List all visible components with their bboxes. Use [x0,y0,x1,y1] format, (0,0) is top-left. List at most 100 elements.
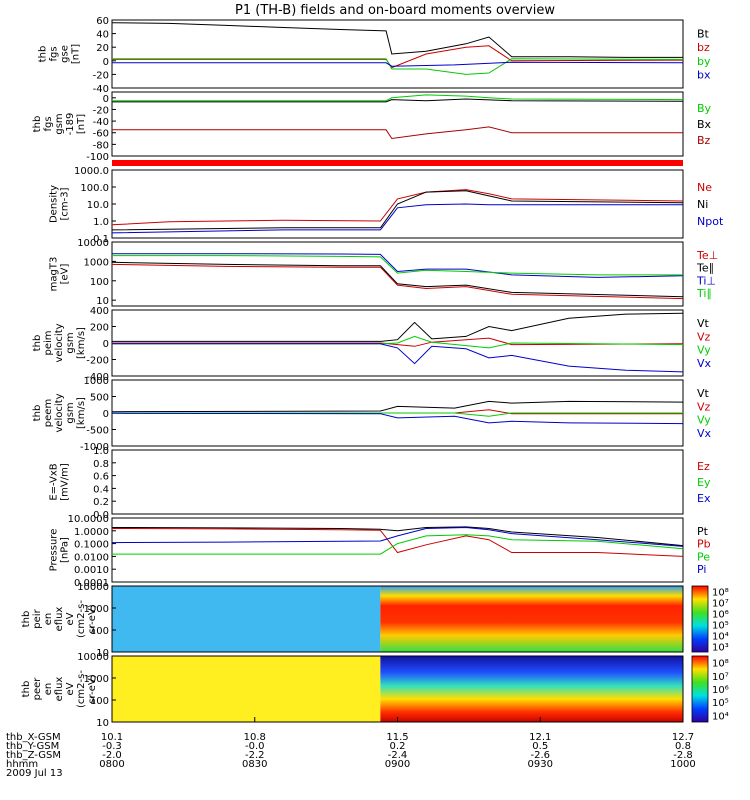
series-line-mag_temp [111,261,684,298]
panel-frame [111,19,684,89]
colorbar-label: 10⁷ [712,599,729,610]
series-line-density [111,203,683,234]
y-axis-label: Pressure [49,529,60,572]
y-tick-label: 1000 [84,604,109,615]
y-axis-label: velocity [54,323,65,362]
panel-density: 0.1 1.0 10.0 100.0 1000.0 Density [cm-3] Ne Ni Np… [49,166,724,245]
y-tick-label: 0.0010 [74,565,109,576]
heatmap-active-region [380,656,683,722]
x-tick-label: 0800 [99,759,124,770]
y-axis-label: gsm [65,402,76,423]
y-axis-label: thb [32,335,43,352]
y-axis-label: [nPa] [60,537,71,563]
x-tick-label: -0.0 [245,741,265,752]
y-axis-label: peem [43,399,54,427]
y-axis-label: fgs [49,46,60,61]
y-tick-label: 10.0 [87,200,109,211]
panel-fgs_gsm: -100-80-60-40-200 thb fgs gsm -189 [nT] By Bx Bz [32,91,712,163]
x-tick-label: 12.7 [672,732,694,743]
legend-entry: Bt [697,28,710,41]
series-line-pressure [112,534,684,555]
colorbar-label: 10⁸ [712,659,729,670]
y-tick-label: 0.0100 [74,552,109,563]
panel-peer_spec: 10⁴ 10⁵ 10⁶ 10⁷ 10⁸ 10 100 1000 10000 thb peer en ef… [21,652,729,729]
y-axis-label: (cm2-s- [76,670,87,708]
y-tick-label: 1.0 [93,217,109,228]
y-axis-label: sr-eV) [87,674,98,703]
legend-entry: by [697,55,711,68]
legend-entry: Vx [697,357,712,370]
y-axis-label: eflux [54,677,65,702]
x-tick-label: 10.8 [244,732,266,743]
y-axis-label: gsm [54,113,65,134]
y-tick-label: 1000 [84,376,109,387]
y-axis-label: peer [32,677,43,701]
y-tick-label: -100 [86,152,109,163]
y-axis-label: (cm2-s- [76,600,87,638]
heatmap-quiet-region [112,656,381,722]
y-axis-label: eflux [54,607,65,632]
x-tick-label: -2.6 [530,750,550,761]
y-tick-label: 100 [90,696,109,707]
y-axis-label: magT3 [49,257,60,292]
y-tick-label: -40 [93,84,109,95]
y-tick-label: 400 [90,306,109,317]
panel-peem_vel: -1000 -500 0 500 1000 thb peem velocity gsm [km/s… [32,376,712,453]
series-line-peim_vel [112,312,684,342]
series-line-fgs_gsm [112,98,684,103]
y-axis-label: en [43,613,54,626]
y-axis-label: eV [65,682,76,695]
x-tick-label: -2.4 [388,750,408,761]
y-tick-label: 1.0 [93,446,109,457]
colorbar [691,655,709,723]
x-axis-row-label: thb_X-GSM [6,732,61,743]
y-tick-label: 100 [90,277,109,288]
series-line-pressure [111,526,684,547]
colorbar-label: 10⁶ [712,685,729,696]
legend-entry: Vz [697,330,711,343]
y-axis-label: [nT] [76,114,87,134]
y-tick-label: 0.6 [93,472,109,483]
y-axis-label: thb [38,46,49,63]
y-tick-label: 10000 [77,238,109,249]
y-tick-label: -200 [86,356,109,367]
y-tick-label: -40 [93,117,109,128]
y-tick-label: 20 [96,43,109,54]
y-axis-label: -189 [65,113,76,136]
y-tick-label: 1000 [84,257,109,268]
colorbar-label: 10⁴ [712,711,729,722]
y-tick-label: 0.4 [93,484,109,495]
legend-entry: Te∥ [696,262,714,275]
y-tick-label: 100 [90,626,109,637]
legend-entry: Pt [697,525,709,538]
colorbar-label: 10³ [712,643,729,654]
y-tick-label: -80 [93,140,109,151]
y-axis-label: [km/s] [76,327,87,359]
legend-entry: By [697,102,712,115]
chart-title: P1 (TH-B) fields and on-board moments ov… [235,3,555,18]
x-tick-label: 0930 [528,759,553,770]
y-tick-label: -60 [93,129,109,140]
y-tick-label: 10 [96,718,109,729]
y-tick-label: 0.0 [93,510,109,521]
red-status-bar [112,160,683,166]
legend-entry: bx [697,68,711,81]
y-axis-label: [km/s] [76,397,87,429]
y-tick-label: 1.0000 [74,527,109,538]
panel-frame [111,91,684,157]
x-axis-row-label: thb_Y-GSM [6,741,59,752]
y-tick-label: 1000.0 [74,166,109,177]
legend-entry: Ti∥ [696,287,712,300]
x-tick-label: -2.8 [673,750,693,761]
series-line-fgs_gse [112,61,684,67]
y-tick-label: -20 [93,70,109,81]
y-axis-label: thb [32,116,43,133]
series-line-pressure [111,528,684,557]
legend-entry: Vy [697,344,711,357]
x-tick-label: 1000 [670,759,695,770]
x-tick-label: -2.2 [245,750,265,761]
series-line-peem_vel [111,412,684,425]
legend-entry: Pb [697,538,711,551]
